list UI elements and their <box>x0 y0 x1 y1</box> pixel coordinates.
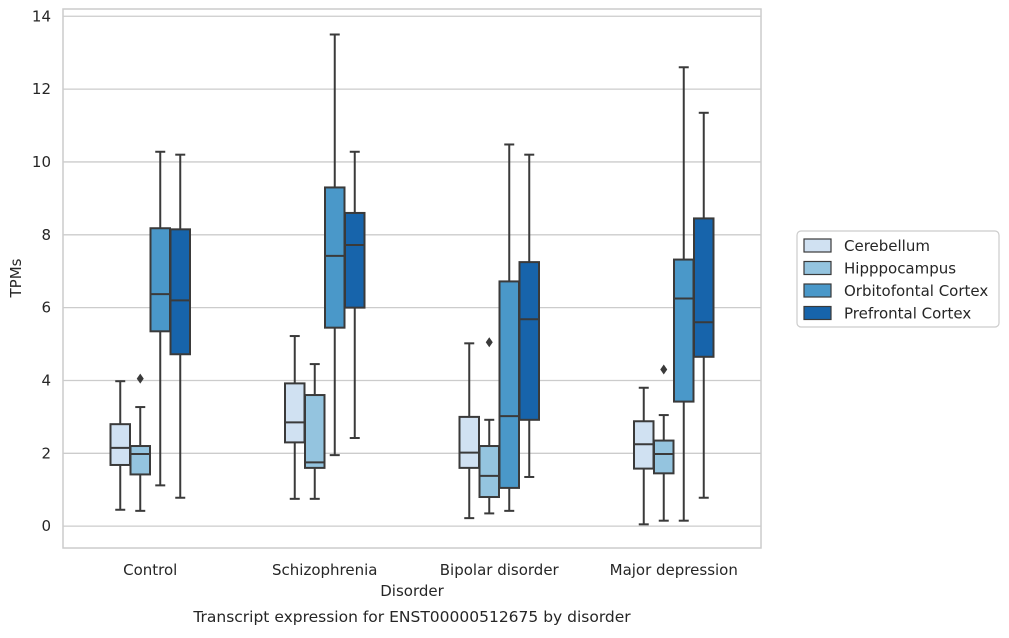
x-tick-label: Major depression <box>610 561 738 579</box>
legend: Cerebellum Hipppocampus Orbitofontal Corte… <box>796 230 1000 328</box>
box <box>169 228 191 356</box>
y-tick-label: 14 <box>32 7 51 25</box>
legend-label: Cerebellum <box>844 237 930 255</box>
legend-swatch <box>803 260 832 276</box>
y-tick-label: 0 <box>41 517 51 535</box>
box <box>284 382 306 444</box>
box <box>653 439 675 475</box>
box <box>478 445 500 499</box>
legend-box <box>796 230 1000 328</box>
x-tick-label: Schizophrenia <box>272 561 377 579</box>
box <box>129 445 151 476</box>
legend-label: Orbitofontal Cortex <box>844 282 988 300</box>
box <box>693 217 715 358</box>
box <box>498 280 520 489</box>
outlier-point <box>485 337 493 348</box>
box-group <box>169 153 191 499</box>
y-tick-label: 6 <box>41 299 51 317</box>
box <box>109 423 131 466</box>
box-group <box>478 337 500 515</box>
box-group <box>324 33 346 457</box>
box-group <box>284 335 306 500</box>
box <box>304 394 326 469</box>
box <box>344 211 366 309</box>
y-tick-label: 2 <box>41 444 51 462</box>
box-group <box>693 111 715 499</box>
box-group <box>518 153 540 478</box>
box-group <box>458 342 480 520</box>
box <box>518 261 540 421</box>
x-axis-label: Disorder <box>380 582 444 600</box>
y-tick-label: 12 <box>32 80 51 98</box>
box-group <box>304 363 326 500</box>
box <box>324 186 346 329</box>
box <box>149 227 171 333</box>
box-group <box>149 150 171 487</box>
legend-label: Prefrontal Cortex <box>844 305 971 323</box>
outlier-point <box>660 364 668 375</box>
chart-caption: Transcript expression for ENST0000051267… <box>192 608 631 626</box>
y-tick-label: 4 <box>41 371 51 389</box>
x-tick-label: Control <box>123 561 177 579</box>
box <box>673 258 695 403</box>
legend-swatch <box>803 305 832 321</box>
plot-frame <box>62 8 762 549</box>
box-group <box>344 150 366 440</box>
box-group <box>109 380 131 511</box>
box-group <box>653 364 675 522</box>
y-axis-label: TPMs <box>7 258 25 298</box>
legend-swatch <box>803 283 832 298</box>
box-group <box>633 386 655 526</box>
legend-swatch <box>803 238 832 253</box>
y-tick-label: 10 <box>32 153 51 171</box>
box-layer <box>109 33 715 526</box>
box-group <box>129 373 151 512</box>
x-tick-label: Bipolar disorder <box>440 561 560 579</box>
legend-label: Hipppocampus <box>844 260 956 278</box>
box <box>458 415 480 469</box>
y-tick-label: 8 <box>41 226 51 244</box>
box-group <box>673 66 695 522</box>
box-group <box>498 143 520 512</box>
outlier-point <box>136 373 144 384</box>
axis-layer: 0 2 4 6 8 10 12 14 Control Schizophrenia Bipolar d… <box>32 7 738 579</box>
